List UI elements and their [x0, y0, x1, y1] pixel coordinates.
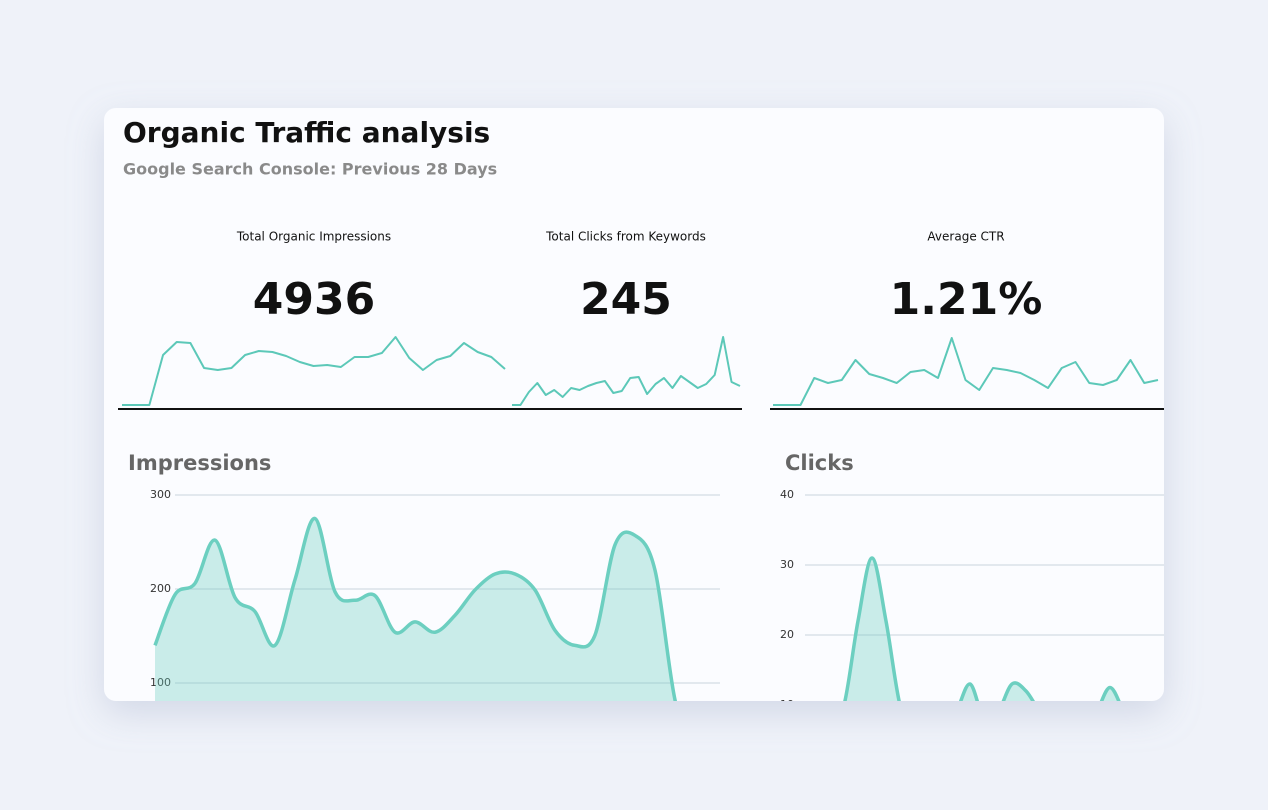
y-tick-label: 300 [150, 488, 171, 501]
area-line [787, 556, 1164, 701]
area-line [153, 516, 716, 701]
chart-title: Impressions [128, 451, 271, 475]
dashboard-subtitle: Google Search Console: Previous 28 Days [123, 160, 497, 179]
y-tick-label: 40 [780, 488, 794, 501]
y-tick-label: 20 [780, 628, 794, 641]
y-tick-label: 30 [780, 558, 794, 571]
kpi-title: Average CTR [927, 230, 1004, 244]
area-fill [788, 558, 1164, 701]
kpi-value: 1.21% [890, 274, 1043, 325]
kpi-value: 4936 [253, 274, 375, 325]
y-tick-label: 10 [780, 698, 794, 711]
y-tick-label: 100 [150, 676, 171, 689]
kpi-title: Total Clicks from Keywords [545, 230, 706, 244]
sparkline [773, 337, 1159, 406]
sparkline [122, 336, 506, 406]
y-tick-label: 200 [150, 582, 171, 595]
kpi-value: 245 [580, 274, 672, 325]
card [104, 108, 1164, 701]
dashboard-title: Organic Traffic analysis [123, 116, 490, 149]
chart-title: Clicks [785, 451, 854, 475]
sparkline [512, 336, 741, 406]
card-content: Organic Traffic analysis Google Search C… [118, 116, 1164, 711]
kpi-title: Total Organic Impressions [236, 230, 391, 244]
